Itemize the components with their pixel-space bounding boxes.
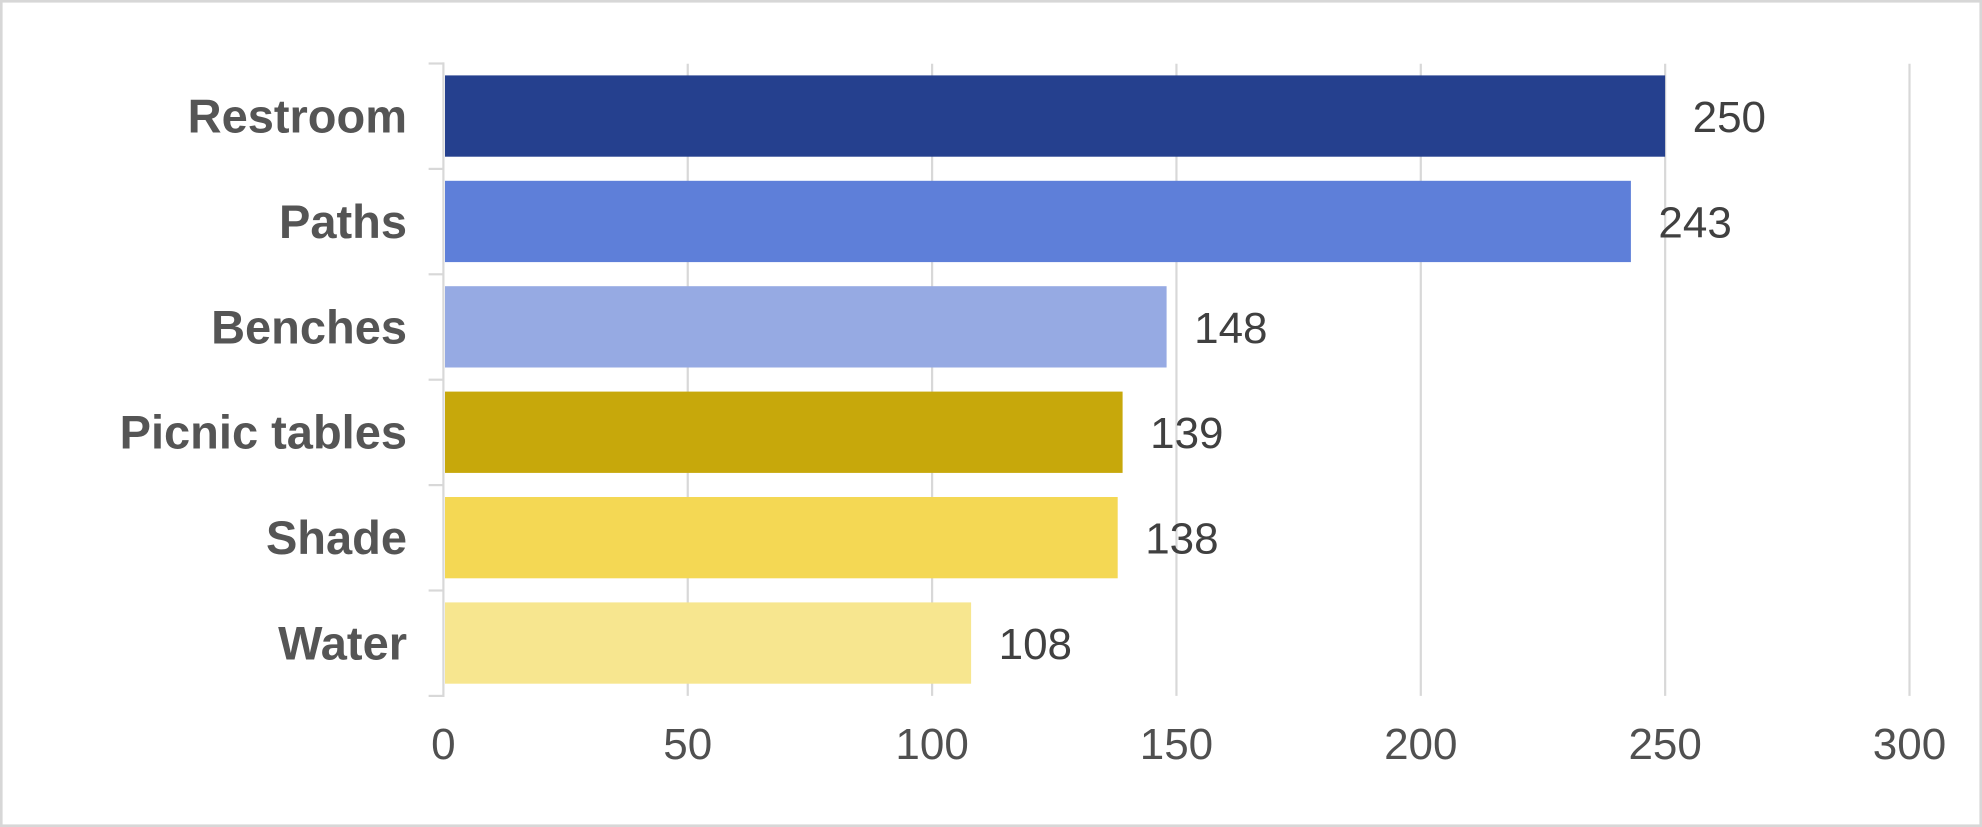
svg-text:Benches: Benches (211, 300, 407, 353)
svg-text:Shade: Shade (266, 511, 407, 564)
svg-text:150: 150 (1140, 720, 1213, 769)
svg-text:138: 138 (1145, 515, 1218, 564)
svg-text:Restroom: Restroom (188, 90, 407, 143)
svg-text:0: 0 (431, 720, 455, 769)
svg-text:250: 250 (1693, 93, 1766, 142)
svg-text:148: 148 (1194, 304, 1267, 353)
svg-text:139: 139 (1150, 409, 1223, 458)
svg-text:Picnic tables: Picnic tables (120, 406, 407, 459)
svg-text:Paths: Paths (279, 195, 407, 248)
svg-text:243: 243 (1658, 198, 1731, 247)
svg-text:50: 50 (663, 720, 712, 769)
svg-text:Water: Water (278, 617, 407, 670)
svg-text:100: 100 (895, 720, 968, 769)
svg-text:200: 200 (1384, 720, 1457, 769)
svg-text:300: 300 (1873, 720, 1946, 769)
svg-text:108: 108 (999, 620, 1072, 669)
svg-text:250: 250 (1628, 720, 1701, 769)
